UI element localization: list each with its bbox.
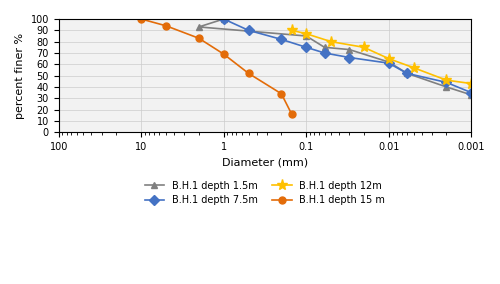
B.H.1 depth 1.5m [196,25,202,29]
B.H.1 depth 1.5m [322,46,328,49]
B.H.1 depth 7.5m [444,81,450,84]
B.H.1 depth 15 m [246,72,252,75]
B.H.1 depth 15 m [278,92,284,95]
Line: B.H.1 depth 12m: B.H.1 depth 12m [286,25,477,89]
B.H.1 depth 7.5m [386,61,392,65]
B.H.1 depth 1.5m [386,60,392,64]
B.H.1 depth 1.5m [404,72,410,75]
B.H.1 depth 7.5m [468,91,474,94]
Y-axis label: percent finer %: percent finer % [15,33,25,119]
B.H.1 depth 1.5m [468,93,474,97]
B.H.1 depth 7.5m [322,51,328,55]
B.H.1 depth 15 m [196,37,202,40]
Line: B.H.1 depth 15 m: B.H.1 depth 15 m [138,16,295,118]
Line: B.H.1 depth 7.5m: B.H.1 depth 7.5m [220,16,474,96]
B.H.1 depth 15 m [138,17,144,21]
B.H.1 depth 7.5m [246,29,252,32]
B.H.1 depth 7.5m [404,72,410,75]
B.H.1 depth 1.5m [346,48,352,51]
B.H.1 depth 1.5m [303,34,309,38]
B.H.1 depth 12m [303,32,309,36]
B.H.1 depth 12m [288,29,294,32]
B.H.1 depth 12m [444,78,450,82]
B.H.1 depth 12m [468,82,474,85]
B.H.1 depth 15 m [288,112,294,116]
X-axis label: Diameter (mm): Diameter (mm) [222,158,308,168]
B.H.1 depth 12m [361,46,367,49]
B.H.1 depth 12m [410,66,416,69]
B.H.1 depth 7.5m [220,17,226,21]
Line: B.H.1 depth 1.5m: B.H.1 depth 1.5m [196,16,474,98]
Legend: B.H.1 depth 1.5m, B.H.1 depth 7.5m, B.H.1 depth 12m, B.H.1 depth 15 m: B.H.1 depth 1.5m, B.H.1 depth 7.5m, B.H.… [140,177,389,209]
B.H.1 depth 7.5m [303,46,309,49]
B.H.1 depth 7.5m [278,38,284,41]
B.H.1 depth 15 m [163,24,169,28]
B.H.1 depth 12m [328,40,334,43]
B.H.1 depth 7.5m [346,56,352,59]
B.H.1 depth 12m [386,57,392,60]
B.H.1 depth 15 m [220,53,226,56]
B.H.1 depth 1.5m [444,85,450,89]
B.H.1 depth 1.5m [220,17,226,21]
